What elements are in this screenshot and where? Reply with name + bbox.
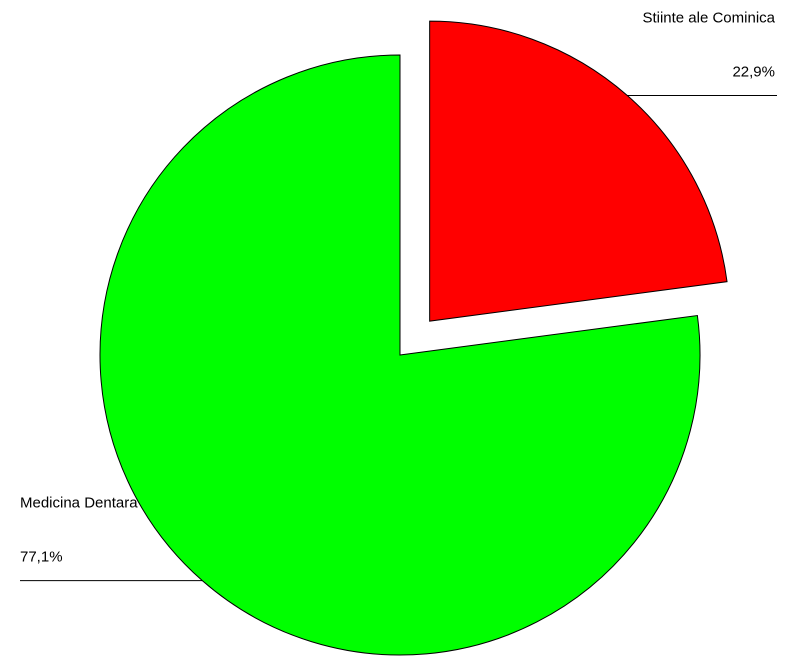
slice-value-label: 22,9% (732, 63, 775, 80)
pie-slice (99, 54, 701, 656)
pie-slice (429, 20, 728, 322)
slice-label: Stiinte ale Cominica (642, 9, 775, 26)
slice-label: Medicina Dentara (20, 495, 138, 512)
slice-value-label: 77,1% (20, 549, 63, 566)
